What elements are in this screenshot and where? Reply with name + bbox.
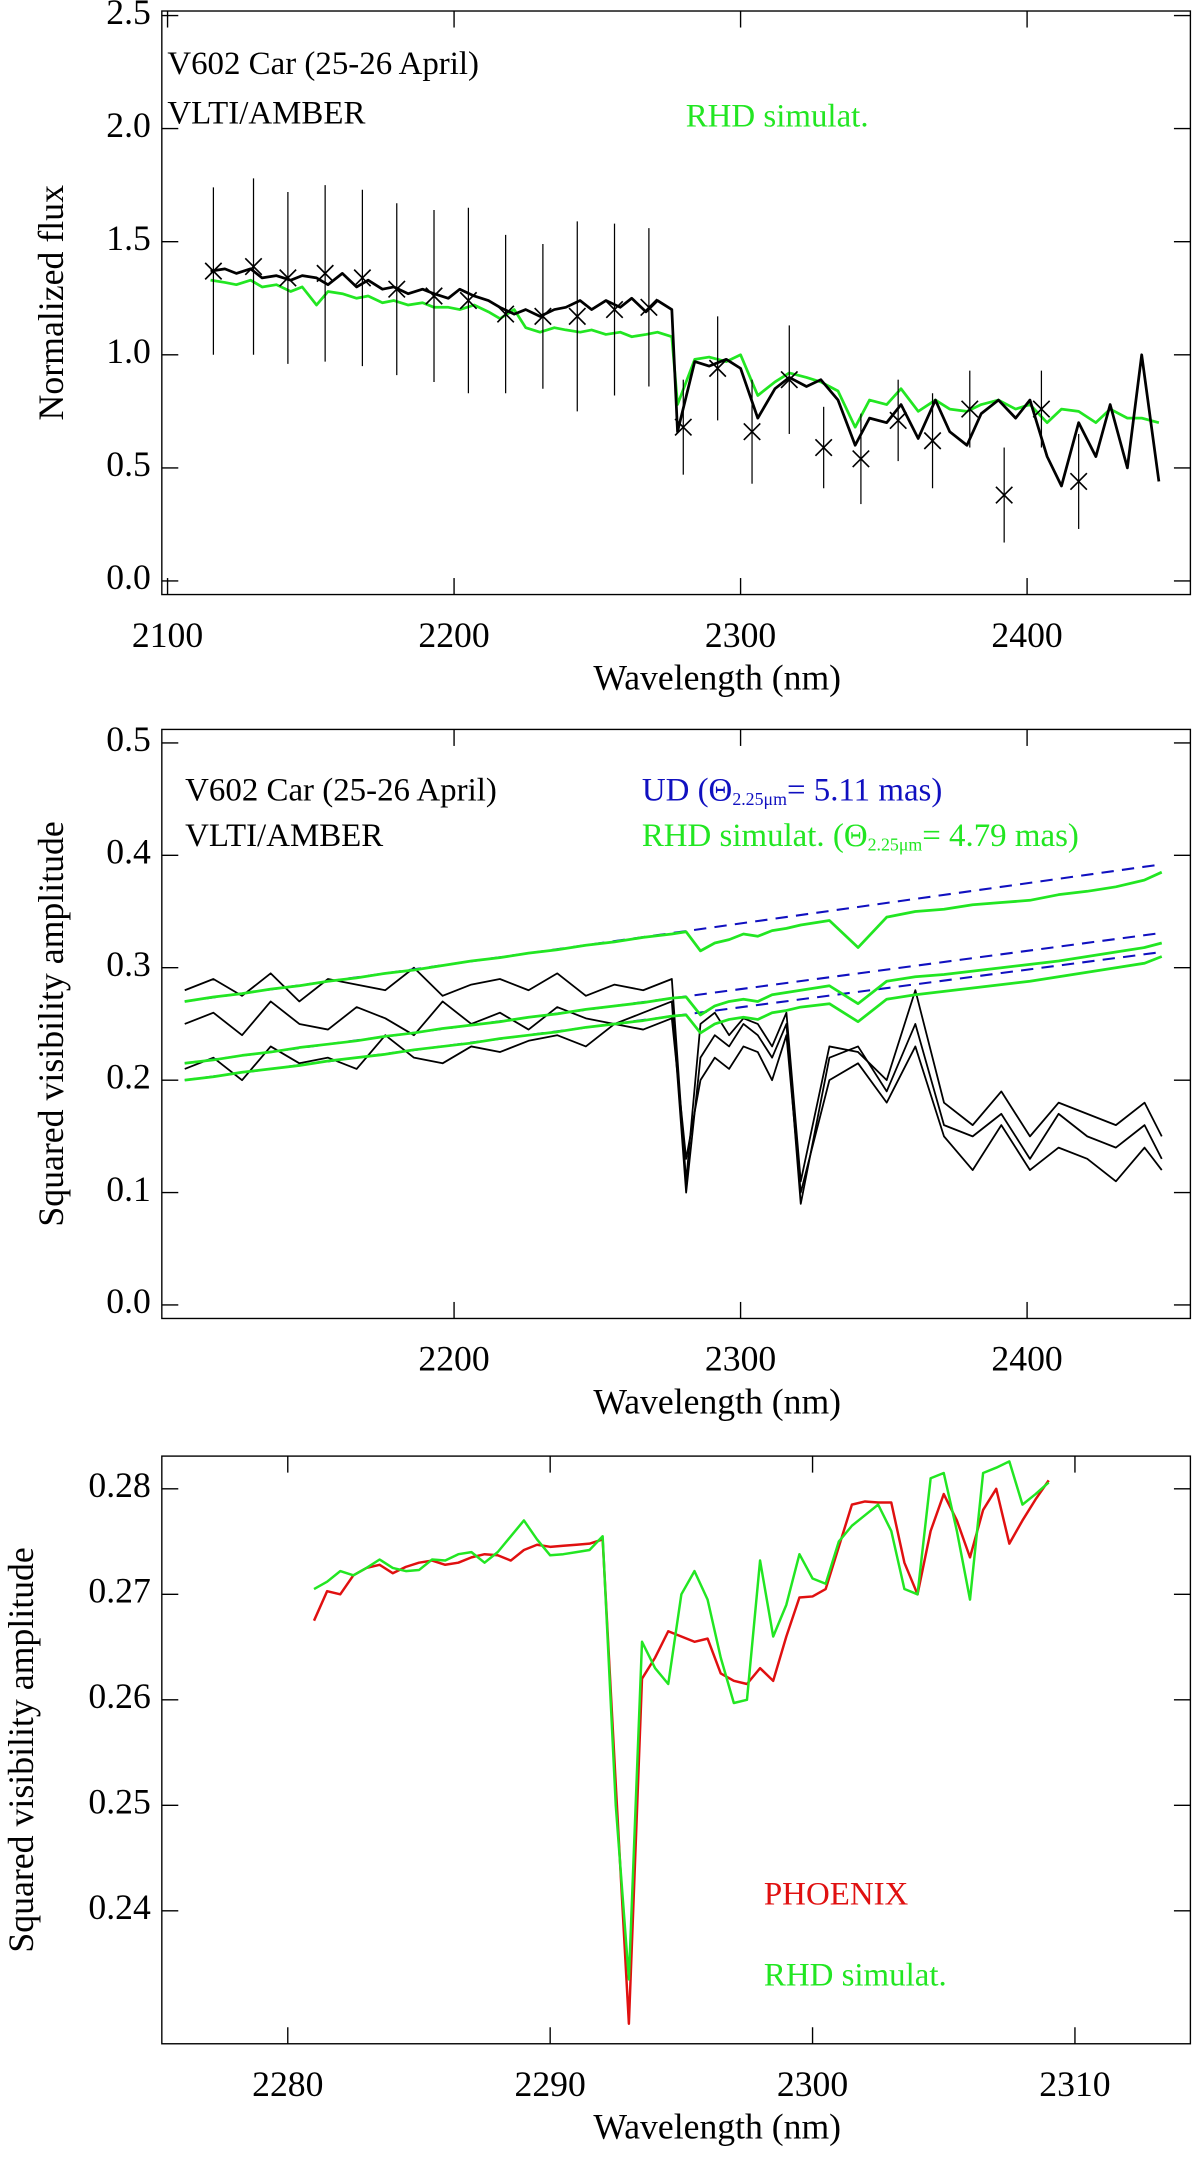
cross-marker	[640, 298, 658, 317]
annotation: UD (Θ2.25μm= 5.11 mas)	[642, 772, 942, 809]
series-line	[184, 870, 1163, 1003]
x-tick-label: 2100	[132, 615, 203, 655]
x-axis-label: Wavelength (nm)	[593, 657, 841, 697]
y-tick-label: 0.1	[106, 1169, 151, 1209]
cross-marker	[780, 370, 799, 389]
cross-marker	[889, 411, 907, 430]
y-tick-label: 0.24	[88, 1887, 151, 1927]
cross-marker	[425, 287, 443, 305]
cross-marker	[1069, 472, 1088, 491]
y-tick-label: 1.5	[106, 218, 151, 258]
y-tick-label: 0.4	[106, 831, 151, 871]
x-tick-label: 2300	[777, 2064, 848, 2104]
y-tick-label: 0.28	[88, 1465, 150, 1505]
plot-frame	[161, 1455, 1192, 2045]
cross-marker	[496, 305, 515, 323]
y-tick-label: 0.2	[106, 1056, 151, 1096]
annotation-text: = 5.11 mas)	[787, 772, 942, 808]
series-line	[210, 267, 1161, 488]
annotation-text: V602 Car (25-26 April)	[167, 46, 479, 82]
cross-marker	[568, 307, 587, 326]
annotation-text: VLTI/AMBER	[167, 95, 365, 131]
y-tick-label: 0.0	[106, 557, 151, 597]
cross-marker	[279, 269, 297, 287]
annotation: VLTI/AMBER	[167, 95, 365, 131]
x-axis-label: Wavelength (nm)	[593, 2107, 841, 2147]
x-tick-label: 2400	[991, 615, 1062, 655]
series-line	[313, 1460, 1050, 1981]
x-tick-label: 2310	[1039, 2064, 1110, 2104]
y-tick-label: 0.5	[106, 719, 151, 759]
x-axis-label: Wavelength (nm)	[593, 1381, 841, 1421]
series-line	[184, 955, 1163, 1082]
x-tick-label: 2400	[991, 1339, 1062, 1379]
annotation-subscript: 2.25μm	[732, 789, 787, 809]
cross-marker	[353, 269, 372, 287]
cross-marker	[852, 450, 870, 468]
cross-marker	[923, 431, 942, 450]
cross-marker	[387, 280, 406, 299]
annotation: RHD simulat.	[686, 98, 869, 134]
cross-marker	[708, 359, 727, 378]
x-tick-label: 2200	[418, 1339, 489, 1379]
y-axis-label: Squared visibility amplitude	[1, 1547, 41, 1952]
annotation: PHOENIX	[764, 1876, 909, 1912]
annotation: VLTI/AMBER	[185, 818, 383, 854]
annotation-text: UD (Θ	[642, 772, 732, 808]
plot-frame	[161, 10, 1192, 596]
y-tick-label: 1.0	[106, 331, 151, 371]
series-line	[184, 966, 1163, 1183]
series-line	[312, 1479, 1050, 2025]
y-tick-label: 0.25	[88, 1781, 150, 1821]
x-tick-label: 2290	[515, 2064, 586, 2104]
annotation-subscript: 2.25μm	[868, 834, 923, 854]
y-tick-label: 0.27	[88, 1570, 150, 1610]
cross-marker	[960, 400, 979, 418]
cross-marker	[1032, 400, 1051, 418]
annotation-text: VLTI/AMBER	[185, 818, 383, 854]
series-line	[210, 278, 1160, 429]
annotation: RHD simulat.	[764, 1957, 947, 1993]
cross-marker	[316, 264, 334, 283]
y-tick-label: 0.3	[106, 944, 151, 984]
cross-marker	[244, 257, 263, 276]
annotation-text: RHD simulat.	[686, 98, 869, 134]
annotation: RHD simulat. (Θ2.25μm= 4.79 mas)	[642, 818, 1079, 855]
y-axis-label: Squared visibility amplitude	[31, 821, 71, 1226]
x-tick-label: 2280	[252, 2064, 323, 2104]
cross-marker	[459, 291, 478, 310]
y-tick-label: 2.0	[106, 105, 151, 145]
annotation-text: = 4.79 mas)	[922, 818, 1079, 854]
annotation-text: PHOENIX	[764, 1876, 909, 1912]
y-tick-label: 0.0	[106, 1281, 151, 1321]
cross-marker	[814, 438, 833, 457]
x-tick-label: 2200	[418, 615, 489, 655]
cross-marker	[674, 418, 693, 437]
series-line	[184, 1017, 1163, 1194]
cross-marker	[605, 300, 624, 319]
annotation-text: RHD simulat.	[764, 1957, 947, 1993]
cross-marker	[534, 307, 552, 326]
annotation: V602 Car (25-26 April)	[185, 772, 497, 808]
series-line	[184, 1000, 1163, 1205]
y-tick-label: 0.5	[106, 444, 151, 484]
annotation: V602 Car (25-26 April)	[167, 46, 479, 82]
series-line	[184, 941, 1163, 1065]
annotation-text: RHD simulat. (Θ	[642, 818, 868, 854]
cross-marker	[204, 262, 223, 280]
cross-marker	[743, 422, 761, 441]
y-axis-label: Normalized flux	[31, 185, 71, 421]
y-tick-label: 0.26	[88, 1676, 150, 1716]
x-tick-label: 2300	[705, 615, 776, 655]
cross-marker	[995, 486, 1013, 504]
x-tick-label: 2300	[705, 1339, 776, 1379]
y-tick-label: 2.5	[106, 0, 151, 32]
annotation-text: V602 Car (25-26 April)	[185, 772, 497, 808]
plot-frame	[161, 728, 1192, 1320]
